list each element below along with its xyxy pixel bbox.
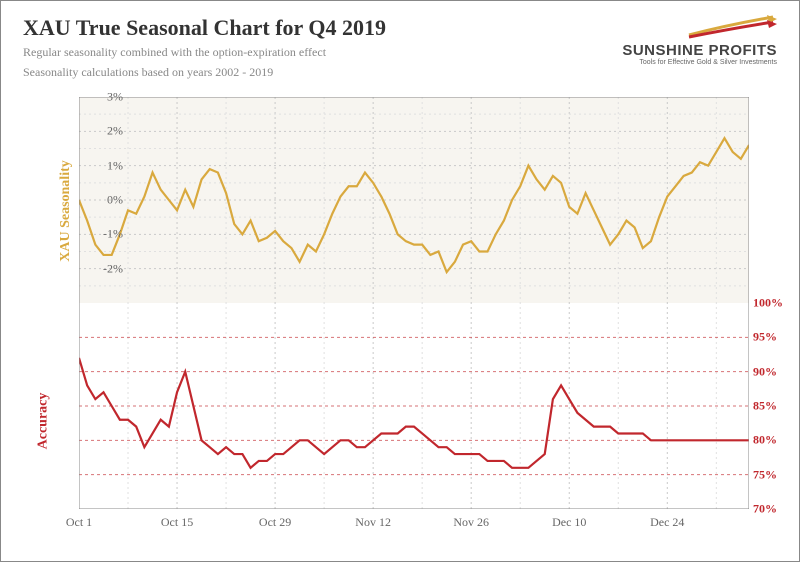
y-tick-seasonality: 1% [83,158,123,173]
chart-subtitle-1: Regular seasonality combined with the op… [23,45,607,61]
title-block: XAU True Seasonal Chart for Q4 2019 Regu… [23,15,607,80]
x-tick: Oct 29 [259,515,291,530]
logo-name: SUNSHINE PROFITS [607,42,777,59]
y-tick-seasonality: -2% [83,261,123,276]
x-tick: Nov 12 [355,515,391,530]
x-tick: Oct 1 [66,515,92,530]
y-tick-accuracy: 75% [753,467,793,482]
y-tick-accuracy: 70% [753,502,793,517]
chart-subtitle-2: Seasonality calculations based on years … [23,65,607,81]
y-axis-label-accuracy: Accuracy [35,393,51,450]
y-tick-accuracy: 90% [753,364,793,379]
logo: SUNSHINE PROFITS Tools for Effective Gol… [607,15,777,66]
x-tick: Dec 24 [650,515,684,530]
x-tick: Dec 10 [552,515,586,530]
y-tick-accuracy: 80% [753,433,793,448]
x-tick: Oct 15 [161,515,193,530]
y-tick-seasonality: 3% [83,90,123,105]
logo-swoosh-icon [687,15,777,39]
y-axis-label-seasonality: XAU Seasonality [58,160,74,262]
plot-area [79,97,749,509]
y-tick-accuracy: 95% [753,330,793,345]
y-tick-seasonality: -1% [83,227,123,242]
y-tick-seasonality: 0% [83,193,123,208]
y-tick-accuracy: 85% [753,399,793,414]
y-tick-accuracy: 100% [753,296,793,311]
chart-title: XAU True Seasonal Chart for Q4 2019 [23,15,607,41]
y-tick-seasonality: 2% [83,124,123,139]
x-tick: Nov 26 [453,515,489,530]
chart-container: XAU True Seasonal Chart for Q4 2019 Regu… [0,0,800,562]
chart-svg [79,97,749,509]
logo-tagline: Tools for Effective Gold & Silver Invest… [607,59,777,66]
chart-header: XAU True Seasonal Chart for Q4 2019 Regu… [1,1,799,86]
